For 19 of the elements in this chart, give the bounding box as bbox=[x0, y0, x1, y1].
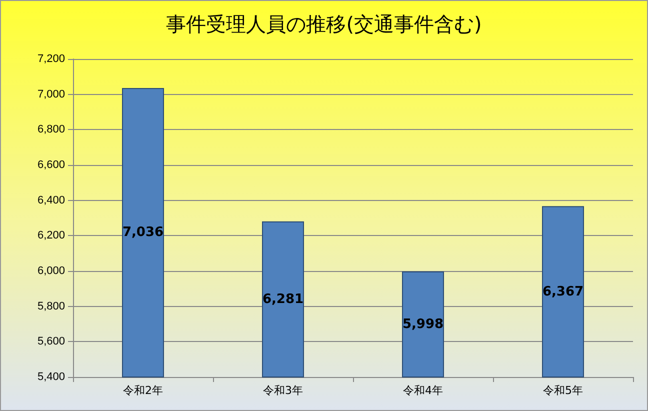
y-tick-label: 7,000 bbox=[37, 88, 65, 100]
data-label: 6,281 bbox=[262, 292, 304, 307]
x-tick-label: 令和4年 bbox=[403, 384, 443, 397]
y-tick-label: 5,400 bbox=[37, 371, 65, 383]
y-tick-label: 6,400 bbox=[37, 194, 65, 206]
data-label: 6,367 bbox=[542, 284, 584, 300]
chart-title: 事件受理人員の推移(交通事件含む) bbox=[166, 12, 482, 36]
x-tick-label: 令和3年 bbox=[263, 384, 303, 397]
y-tick-label: 6,600 bbox=[37, 159, 65, 171]
y-tick-label: 6,800 bbox=[37, 124, 65, 136]
data-label: 7,036 bbox=[122, 225, 164, 240]
y-tick-label: 7,200 bbox=[37, 53, 65, 65]
y-tick-label: 6,200 bbox=[37, 230, 65, 242]
x-tick-label: 令和2年 bbox=[123, 384, 163, 397]
y-tick-label: 5,800 bbox=[37, 300, 65, 312]
x-tick-label: 令和5年 bbox=[543, 384, 583, 397]
y-tick-label: 5,600 bbox=[37, 336, 65, 348]
data-label: 5,998 bbox=[402, 316, 444, 332]
y-tick-label: 6,000 bbox=[37, 265, 65, 277]
